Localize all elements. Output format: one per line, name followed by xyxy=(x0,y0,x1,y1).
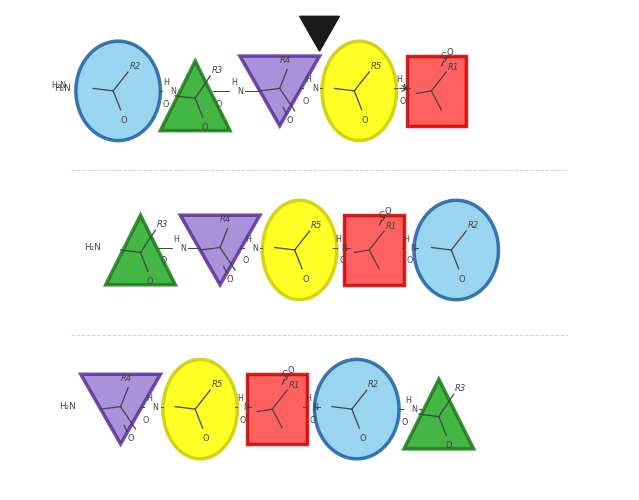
Polygon shape xyxy=(240,56,320,126)
Text: H: H xyxy=(246,234,252,244)
Text: N: N xyxy=(252,244,258,252)
Text: H: H xyxy=(164,78,169,87)
Text: C: C xyxy=(441,52,447,61)
Text: C: C xyxy=(379,211,385,220)
Text: O: O xyxy=(459,275,465,284)
Text: O: O xyxy=(401,418,408,427)
Polygon shape xyxy=(300,16,339,51)
Text: H: H xyxy=(396,76,402,84)
Text: R5: R5 xyxy=(212,380,223,389)
Text: N: N xyxy=(312,84,318,94)
Text: N: N xyxy=(410,244,416,252)
Text: O: O xyxy=(242,256,249,266)
Text: O: O xyxy=(203,434,210,443)
Text: H: H xyxy=(405,396,411,405)
Text: O: O xyxy=(362,116,369,125)
Text: H₂N: H₂N xyxy=(59,402,76,411)
Text: O: O xyxy=(226,275,233,284)
Polygon shape xyxy=(180,215,260,285)
Text: H₂N: H₂N xyxy=(84,243,101,252)
Text: O: O xyxy=(163,100,169,109)
Text: O: O xyxy=(359,434,366,443)
Text: O: O xyxy=(385,207,392,216)
Text: R4: R4 xyxy=(220,214,231,224)
Text: O: O xyxy=(302,98,309,106)
Text: R4: R4 xyxy=(280,56,291,64)
Text: O: O xyxy=(339,256,346,266)
Text: O: O xyxy=(447,48,454,57)
Ellipse shape xyxy=(76,41,160,140)
Text: R1: R1 xyxy=(448,63,459,72)
Text: O: O xyxy=(309,416,316,424)
Text: R1: R1 xyxy=(385,222,397,231)
Ellipse shape xyxy=(263,200,337,300)
Text: R1: R1 xyxy=(289,381,300,390)
Text: N: N xyxy=(403,84,408,94)
Polygon shape xyxy=(404,380,473,449)
Text: O: O xyxy=(406,256,413,266)
Text: O: O xyxy=(147,278,153,286)
Ellipse shape xyxy=(163,360,238,459)
Text: H₂N: H₂N xyxy=(54,84,71,93)
Polygon shape xyxy=(160,61,230,130)
Text: H: H xyxy=(404,234,410,244)
Text: R3: R3 xyxy=(212,66,223,75)
Text: O: O xyxy=(445,442,452,450)
Text: H: H xyxy=(335,234,341,244)
Text: H: H xyxy=(305,76,311,84)
Text: N: N xyxy=(243,402,249,411)
Text: R4: R4 xyxy=(121,374,132,383)
Text: O: O xyxy=(215,100,222,109)
Text: O: O xyxy=(240,416,246,424)
Polygon shape xyxy=(81,374,160,444)
Text: N: N xyxy=(342,244,348,252)
Text: O: O xyxy=(127,434,134,443)
Polygon shape xyxy=(105,215,175,285)
Text: O: O xyxy=(399,98,405,106)
Text: N: N xyxy=(170,87,176,96)
Text: H: H xyxy=(146,394,152,402)
Text: H: H xyxy=(237,394,243,402)
Text: R3: R3 xyxy=(455,384,466,393)
FancyBboxPatch shape xyxy=(247,374,307,444)
Text: H₂N: H₂N xyxy=(51,82,66,90)
Text: O: O xyxy=(143,416,150,424)
Ellipse shape xyxy=(414,200,498,300)
Text: N: N xyxy=(412,405,417,414)
Text: N: N xyxy=(237,87,243,96)
Text: O: O xyxy=(286,116,293,125)
Text: C: C xyxy=(282,370,288,380)
Text: O: O xyxy=(160,256,167,266)
Text: O: O xyxy=(121,116,127,125)
Text: R2: R2 xyxy=(130,62,141,71)
Text: R2: R2 xyxy=(468,221,479,230)
Text: O: O xyxy=(202,123,208,132)
FancyBboxPatch shape xyxy=(406,56,466,126)
Text: N: N xyxy=(153,402,158,411)
Ellipse shape xyxy=(314,360,399,459)
Text: R3: R3 xyxy=(157,220,168,229)
Text: O: O xyxy=(302,275,309,284)
Ellipse shape xyxy=(322,41,397,140)
Text: H: H xyxy=(231,78,236,87)
Text: N: N xyxy=(180,244,186,252)
Text: R5: R5 xyxy=(371,62,382,71)
Text: O: O xyxy=(288,366,295,376)
Text: H: H xyxy=(305,394,311,402)
Text: N: N xyxy=(312,402,318,411)
FancyBboxPatch shape xyxy=(344,215,404,285)
Text: R5: R5 xyxy=(311,221,322,230)
Text: R2: R2 xyxy=(368,380,380,389)
Text: H: H xyxy=(174,234,180,244)
